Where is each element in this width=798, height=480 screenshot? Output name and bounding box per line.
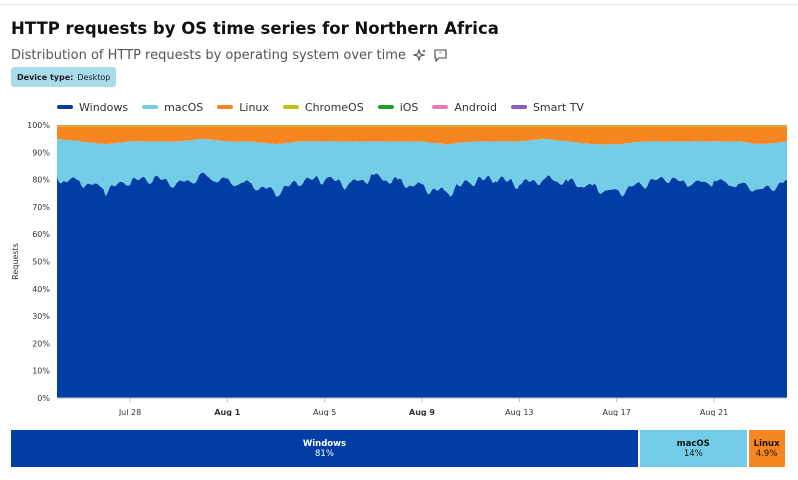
legend-label: ChromeOS [304,100,364,114]
legend-label: Smart TV [532,100,584,114]
stacked-area-chart: 0% 10% 20% 30% 40% 50% 60% 70% 80% 90% 100% Request… [11,121,787,416]
y-tick-label: 40% [32,285,50,294]
legend-item-smart-tv[interactable]: Smart TV [510,100,584,114]
legend-item-ios[interactable]: iOS [377,100,419,114]
filter-value: Desktop [77,72,111,82]
legend-label: Android [454,100,497,114]
share-segment-name: macOS [676,438,710,449]
svg-text:": " [439,51,442,58]
sparkle-icon[interactable] [412,47,427,63]
x-tick-label: Aug 21 [700,408,728,416]
filter-label: Device type: [17,72,74,82]
chart-title: HTTP requests by OS time series for Nort… [11,19,499,38]
legend-item-chromeos[interactable]: ChromeOS [282,100,364,114]
area-windows[interactable] [57,172,787,398]
share-segment-percent: 14% [683,448,703,459]
area-linux[interactable] [57,126,787,145]
legend-label: Windows [79,100,129,114]
legend-label: iOS [399,100,419,114]
y-tick-label: 0% [37,394,50,403]
y-tick-label: 100% [27,121,50,130]
y-tick-label: 60% [32,230,50,239]
legend-label: Linux [239,100,269,114]
x-tick-label: Aug 17 [602,408,630,416]
legend-item-macos[interactable]: macOS [142,101,203,114]
legend-swatch [142,105,159,109]
x-tick-label: Jul 28 [118,408,141,416]
legend-swatch [510,105,527,109]
legend-label: macOS [164,100,204,114]
device-type-filter-badge[interactable]: Device type: Desktop [11,67,117,87]
legend-item-linux[interactable]: Linux [217,101,269,114]
share-summary-bar: Windows 81% macOS 14% Linux 4.9% [11,430,789,467]
x-tick-label: Aug 13 [505,408,533,416]
legend-swatch [217,105,234,109]
chart-legend: Windows macOS Linux ChromeOS iOS Android Smart… [57,99,598,115]
y-tick-label: 20% [32,339,50,348]
y-tick-label: 50% [32,258,50,267]
share-segment-name: Windows [302,438,347,449]
area-chromeos[interactable] [57,125,787,127]
legend-swatch [282,105,299,109]
y-tick-label: 10% [32,367,50,376]
y-axis-title: Requests [11,243,20,280]
share-segment-macos[interactable]: macOS 14% [639,430,749,467]
y-tick-label: 80% [32,176,50,185]
share-segment-name: Linux [753,438,780,449]
x-tick-label: Aug 5 [313,408,336,416]
top-divider [0,4,798,5]
share-segment-linux[interactable]: Linux 4.9% [748,430,787,467]
subtitle-row: Distribution of HTTP requests by operati… [11,46,448,64]
area-macos[interactable] [57,138,787,197]
legend-swatch [377,105,394,109]
share-segment-chromeos[interactable] [786,430,789,467]
y-tick-label: 70% [32,203,50,212]
y-tick-label: 90% [32,148,50,157]
y-tick-label: 30% [32,312,50,321]
legend-swatch [432,105,449,109]
legend-item-android[interactable]: Android [432,101,497,114]
x-tick-label: Aug 1 [214,408,240,416]
legend-swatch [57,105,73,109]
quote-icon[interactable]: " [433,48,448,63]
share-segment-percent: 4.9% [755,448,778,459]
chart-subtitle: Distribution of HTTP requests by operati… [11,47,406,63]
legend-item-windows[interactable]: Windows [57,101,128,114]
x-tick-label: Aug 9 [409,408,435,416]
share-segment-windows[interactable]: Windows 81% [11,430,640,467]
share-segment-percent: 81% [315,448,334,459]
